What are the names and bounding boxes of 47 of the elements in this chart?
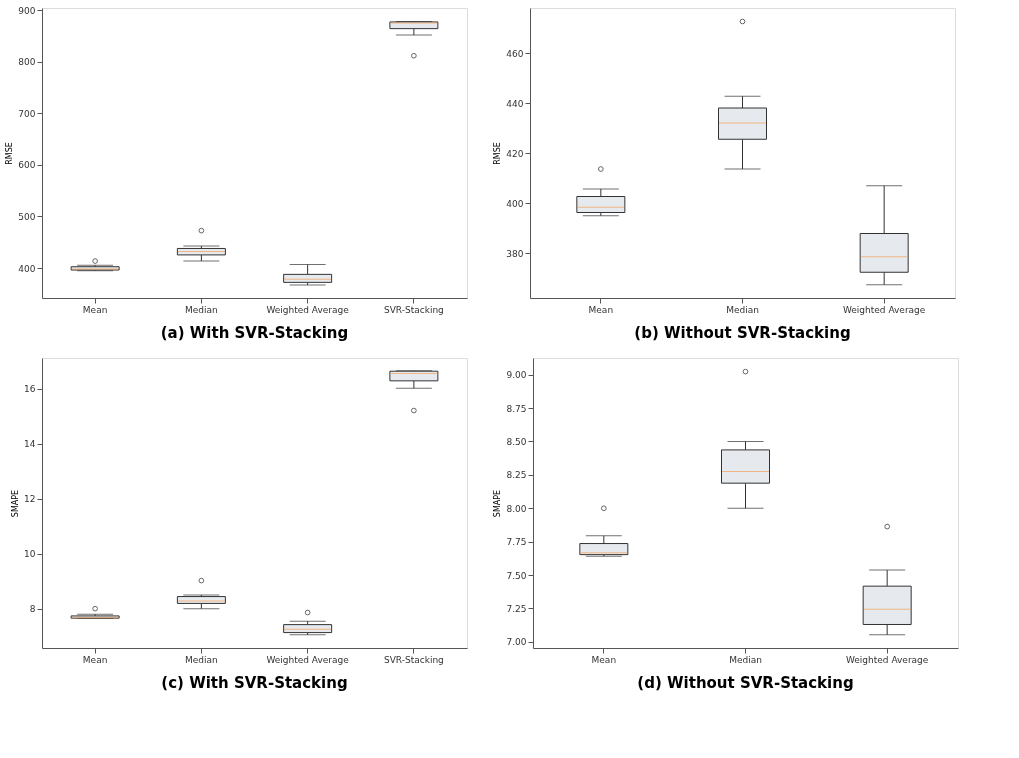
y-tick-label: 800 xyxy=(18,57,36,68)
y-tick-label: 900 xyxy=(18,5,36,16)
y-tick-label: 8.00 xyxy=(506,503,527,514)
y-tick-label: 7.00 xyxy=(506,637,527,648)
x-tick-label: Weighted Average xyxy=(842,304,926,315)
x-tick-label: Mean xyxy=(82,654,108,665)
y-tick-label: 14 xyxy=(24,439,36,450)
y-tick-label: 600 xyxy=(18,160,36,171)
y-tick-label: 500 xyxy=(18,211,36,222)
y-axis-title: RMSE xyxy=(5,142,15,165)
x-tick-label: Weighted Average xyxy=(266,654,350,665)
y-tick-label: 10 xyxy=(24,549,36,560)
y-tick-label: 8.25 xyxy=(506,470,527,481)
text: (a) With SVR-Stacking xyxy=(160,324,349,342)
x-tick-label: Median xyxy=(185,304,218,315)
x-tick-label: SVR-Stacking xyxy=(383,654,444,665)
x-tick-label: SVR-Stacking xyxy=(383,304,444,315)
y-tick-label: 460 xyxy=(506,48,524,59)
y-tick-label: 7.25 xyxy=(506,603,527,614)
y-tick-label: 9.00 xyxy=(506,370,527,381)
y-tick-label: 12 xyxy=(24,494,36,505)
y-tick-label: 8.50 xyxy=(506,436,527,447)
x-tick-label: Mean xyxy=(591,654,617,665)
y-axis-title: SMAPE xyxy=(493,489,503,518)
text: (b) Without SVR-Stacking xyxy=(634,324,851,342)
y-tick-label: 8.75 xyxy=(506,403,527,414)
x-tick-label: Mean xyxy=(82,304,108,315)
x-tick-label: Median xyxy=(726,304,759,315)
x-tick-label: Median xyxy=(729,654,762,665)
y-tick-label: 7.75 xyxy=(506,537,527,548)
x-tick-label: Median xyxy=(185,654,218,665)
text: (d) Without SVR-Stacking xyxy=(637,674,854,692)
y-axis-title: RMSE xyxy=(493,142,503,165)
y-tick-label: 8 xyxy=(29,604,36,615)
y-tick-label: 700 xyxy=(18,108,36,119)
y-tick-label: 380 xyxy=(506,248,524,259)
y-tick-label: 400 xyxy=(506,198,524,209)
y-tick-label: 420 xyxy=(506,148,524,159)
y-tick-label: 7.50 xyxy=(506,570,527,581)
y-tick-label: 16 xyxy=(24,384,36,395)
y-tick-label: 400 xyxy=(18,263,36,274)
y-tick-label: 440 xyxy=(506,98,524,109)
x-tick-label: Mean xyxy=(588,304,614,315)
x-tick-label: Weighted Average xyxy=(266,304,350,315)
text: (c) With SVR-Stacking xyxy=(161,674,348,692)
x-tick-label: Weighted Average xyxy=(845,654,929,665)
y-axis-title: SMAPE xyxy=(11,489,21,518)
